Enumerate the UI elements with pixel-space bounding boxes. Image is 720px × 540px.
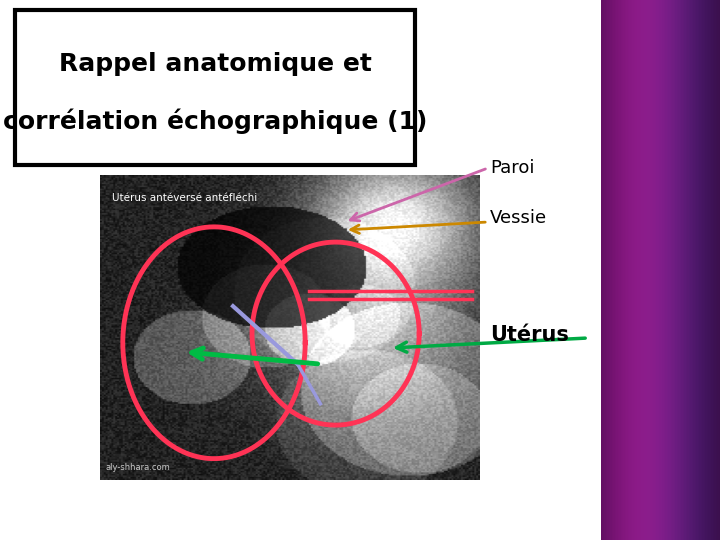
Bar — [625, 0, 627, 540]
Bar — [656, 0, 659, 540]
Bar — [708, 0, 711, 540]
Bar — [711, 0, 714, 540]
Bar — [601, 0, 603, 540]
Bar — [611, 0, 614, 540]
Text: aly-shhara.com: aly-shhara.com — [105, 463, 170, 472]
Bar — [686, 0, 688, 540]
Bar — [643, 0, 645, 540]
Bar — [674, 0, 677, 540]
Text: Rappel anatomique et: Rappel anatomique et — [58, 52, 372, 76]
Bar — [684, 0, 687, 540]
Bar — [671, 0, 673, 540]
Bar — [628, 0, 631, 540]
Bar — [649, 0, 651, 540]
Bar — [670, 0, 672, 540]
Bar — [621, 0, 623, 540]
Bar — [675, 0, 678, 540]
Bar — [664, 0, 666, 540]
Bar — [688, 0, 690, 540]
Bar — [672, 0, 675, 540]
Bar — [642, 0, 644, 540]
Bar — [650, 0, 653, 540]
Bar — [639, 0, 641, 540]
Bar — [692, 0, 694, 540]
Bar — [701, 0, 703, 540]
Bar — [703, 0, 706, 540]
Bar — [652, 0, 654, 540]
Bar — [635, 0, 638, 540]
Bar — [714, 0, 716, 540]
Text: Utérus: Utérus — [490, 325, 569, 345]
Bar — [631, 0, 634, 540]
Bar — [604, 0, 607, 540]
Bar — [616, 0, 618, 540]
Bar — [618, 0, 620, 540]
Bar — [640, 0, 642, 540]
Bar — [626, 0, 629, 540]
Bar — [717, 0, 719, 540]
Bar — [659, 0, 662, 540]
Bar — [710, 0, 712, 540]
Text: corrélation échographique (1): corrélation échographique (1) — [3, 109, 427, 134]
Bar — [719, 0, 720, 540]
Bar — [668, 0, 670, 540]
Bar — [619, 0, 621, 540]
Bar — [690, 0, 693, 540]
Bar — [677, 0, 680, 540]
Bar — [699, 0, 702, 540]
Bar — [607, 0, 610, 540]
Bar — [683, 0, 685, 540]
Bar — [695, 0, 697, 540]
Bar — [15, 10, 415, 165]
Bar — [660, 0, 663, 540]
Bar — [636, 0, 639, 540]
Bar — [646, 0, 648, 540]
Bar — [629, 0, 632, 540]
Bar — [606, 0, 608, 540]
Text: Utérus antéversé antéfléchi: Utérus antéversé antéfléchi — [112, 193, 257, 203]
Bar — [613, 0, 616, 540]
Bar — [653, 0, 656, 540]
Text: Vessie: Vessie — [490, 209, 547, 227]
Bar — [698, 0, 701, 540]
Bar — [680, 0, 683, 540]
Bar — [657, 0, 660, 540]
Bar — [665, 0, 667, 540]
Bar — [681, 0, 684, 540]
Bar — [608, 0, 611, 540]
Bar — [678, 0, 681, 540]
Bar — [705, 0, 708, 540]
Text: Paroi: Paroi — [490, 159, 534, 177]
Bar — [610, 0, 613, 540]
Bar — [634, 0, 636, 540]
Bar — [693, 0, 696, 540]
Bar — [662, 0, 665, 540]
Bar — [713, 0, 715, 540]
Bar — [689, 0, 691, 540]
Bar — [632, 0, 635, 540]
Bar — [696, 0, 698, 540]
Bar — [622, 0, 624, 540]
Bar — [654, 0, 657, 540]
Bar — [647, 0, 649, 540]
Bar — [624, 0, 626, 540]
Bar — [644, 0, 647, 540]
Bar — [667, 0, 669, 540]
Bar — [716, 0, 718, 540]
Bar — [706, 0, 709, 540]
Bar — [702, 0, 705, 540]
Bar — [615, 0, 617, 540]
Bar — [603, 0, 606, 540]
